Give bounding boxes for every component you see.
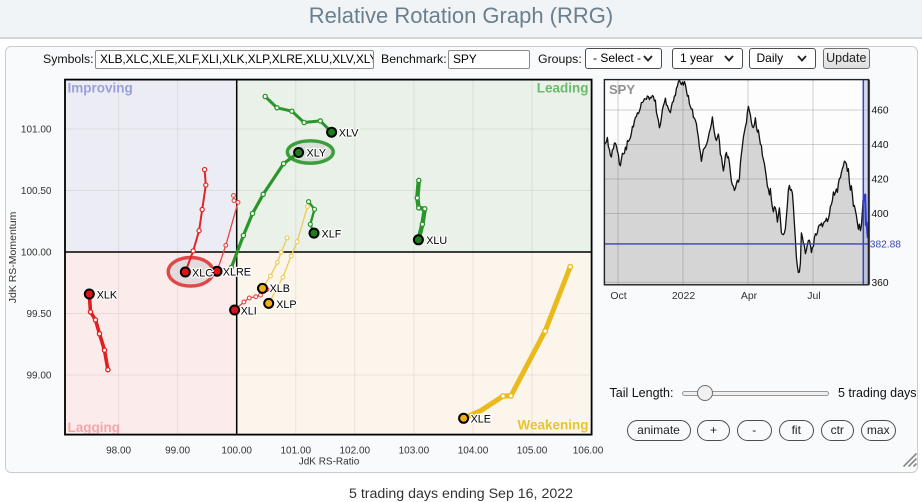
svg-text:Oct: Oct [610, 290, 626, 302]
svg-text:101.00: 101.00 [281, 445, 312, 456]
svg-text:98.00: 98.00 [106, 445, 131, 456]
svg-text:99.00: 99.00 [165, 445, 190, 456]
svg-text:XLU: XLU [426, 235, 447, 247]
svg-text:JdK RS-Momentum: JdK RS-Momentum [7, 211, 19, 303]
svg-text:Improving: Improving [68, 80, 133, 95]
svg-text:106.00: 106.00 [573, 445, 604, 456]
svg-text:440: 440 [872, 140, 889, 151]
svg-text:SPY: SPY [609, 82, 635, 97]
svg-text:101.00: 101.00 [21, 124, 52, 135]
svg-text:99.50: 99.50 [26, 309, 51, 320]
svg-text:XLB: XLB [270, 283, 290, 295]
svg-text:XLC: XLC [192, 267, 213, 279]
svg-text:XLK: XLK [97, 289, 118, 301]
svg-text:Jul: Jul [807, 290, 820, 302]
svg-text:100.00: 100.00 [221, 445, 252, 456]
svg-text:Lagging: Lagging [68, 420, 121, 435]
svg-text:XLP: XLP [276, 299, 296, 311]
svg-text:XLY: XLY [307, 148, 327, 160]
svg-text:2022: 2022 [672, 290, 696, 302]
svg-text:103.00: 103.00 [399, 445, 430, 456]
svg-text:XLF: XLF [322, 229, 342, 241]
svg-text:100.00: 100.00 [21, 247, 52, 258]
svg-text:XLRE: XLRE [223, 266, 251, 278]
svg-text:460: 460 [872, 106, 889, 117]
svg-text:420: 420 [872, 175, 889, 186]
svg-text:102.00: 102.00 [340, 445, 371, 456]
svg-text:99.00: 99.00 [26, 370, 51, 381]
svg-text:382.88: 382.88 [870, 240, 901, 251]
svg-text:XLV: XLV [339, 128, 359, 140]
svg-text:360: 360 [872, 278, 889, 289]
svg-text:Weakening: Weakening [517, 418, 588, 433]
svg-text:XLE: XLE [471, 414, 491, 426]
svg-text:104.00: 104.00 [458, 445, 489, 456]
svg-text:100.50: 100.50 [21, 186, 52, 197]
svg-text:400: 400 [872, 209, 889, 220]
svg-text:105.00: 105.00 [517, 445, 548, 456]
svg-text:Leading: Leading [537, 80, 589, 95]
svg-text:JdK RS-Ratio: JdK RS-Ratio [299, 456, 360, 467]
svg-text:Apr: Apr [741, 290, 758, 302]
svg-text:XLI: XLI [241, 305, 257, 317]
